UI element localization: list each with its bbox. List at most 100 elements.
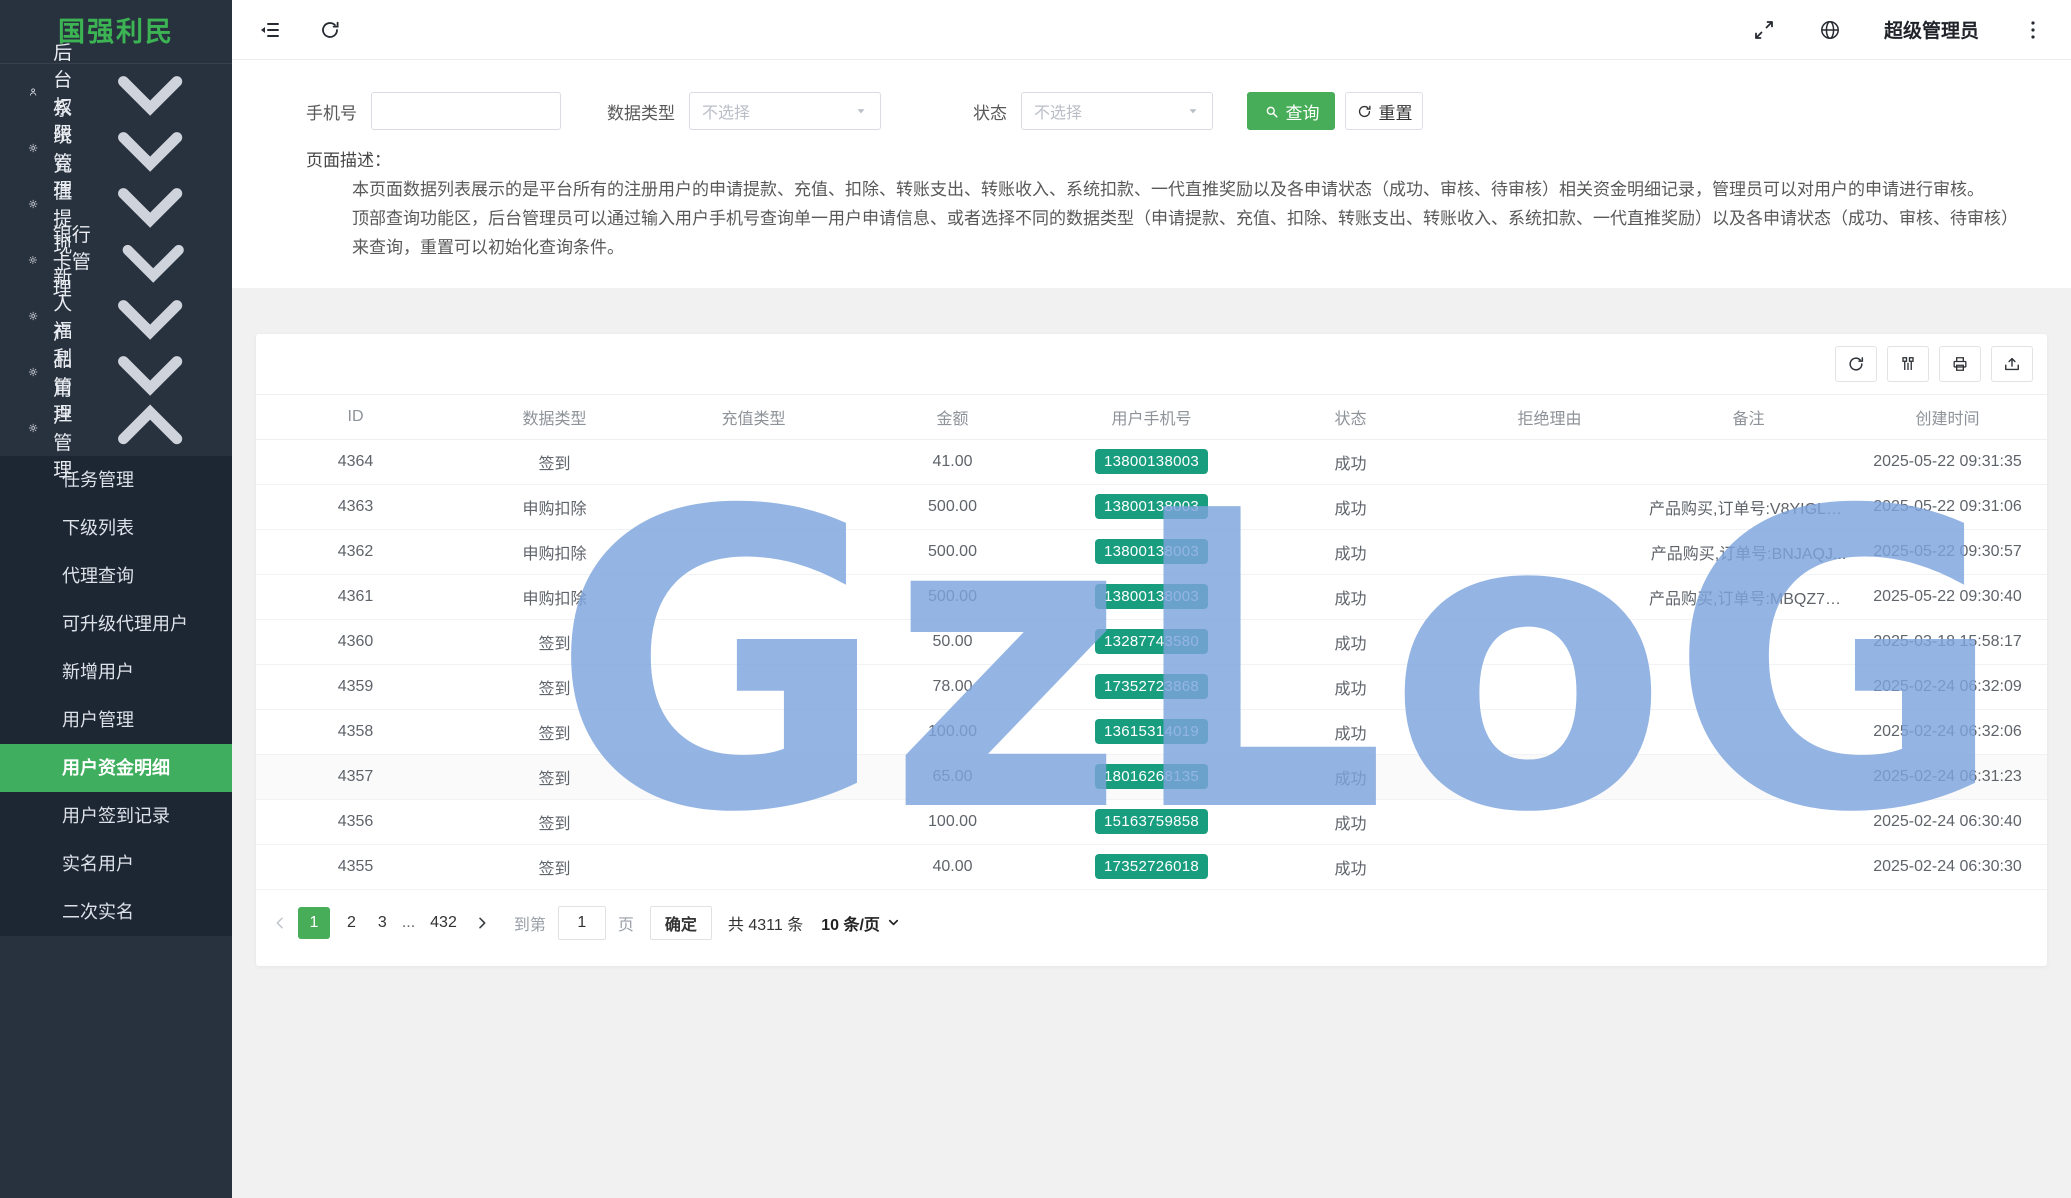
sidebar-subitem-secondary-verification[interactable]: 二次实名 — [62, 902, 134, 922]
collapse-menu-icon[interactable] — [258, 18, 282, 42]
cell-recharge-type — [654, 439, 853, 485]
cell-amount: 40.00 — [853, 844, 1052, 890]
cell-status: 成功 — [1251, 664, 1450, 710]
phone-badge: 17352723868 — [1094, 674, 1209, 699]
print-button[interactable] — [1939, 346, 1981, 382]
table-row: 4359 签到 78.00 17352723868 成功 2025-02-24 … — [256, 664, 2047, 710]
cell-reject — [1450, 484, 1649, 530]
phone-badge: 13800138003 — [1094, 449, 1209, 474]
sidebar-subitem-user-funds-detail[interactable]: 用户资金明细 — [0, 744, 232, 792]
fullscreen-icon[interactable] — [1752, 18, 1776, 42]
page-content: 手机号 数据类型 不选择 状态 不选择 查询 — [232, 60, 2071, 1198]
sidebar-subitem-new-users[interactable]: 新增用户 — [62, 662, 134, 682]
topbar: 超级管理员 — [232, 0, 2071, 60]
sidebar-item-label: 新人福利 — [53, 267, 73, 369]
sidebar-item-recharge-withdraw[interactable]: 充值提现 — [0, 155, 232, 257]
page-number-last[interactable]: 432 — [430, 913, 457, 931]
goto-confirm-button[interactable]: 确定 — [649, 905, 712, 940]
cell-recharge-type — [654, 799, 853, 845]
cell-created: 2025-03-18 15:58:17 — [1848, 619, 2047, 665]
page-size-select[interactable]: 10 条/页 — [821, 911, 901, 935]
main-area: 超级管理员 手机号 数据类型 不选择 状态 不选择 — [232, 0, 2071, 1198]
cell-id: 4360 — [256, 619, 455, 665]
phone-badge: 18016268135 — [1094, 764, 1209, 789]
description-title: 页面描述： — [306, 151, 391, 170]
cell-type: 签到 — [455, 664, 654, 710]
column-filter-button[interactable] — [1887, 346, 1929, 382]
cell-reject — [1450, 664, 1649, 710]
table-row: 4360 签到 50.00 13287743580 成功 2025-03-18 … — [256, 619, 2047, 665]
sidebar-subitem-agent-query[interactable]: 代理查询 — [62, 566, 134, 586]
gear-icon — [28, 192, 38, 216]
cell-remark — [1649, 664, 1848, 710]
sidebar-item-user-management[interactable]: 用户管理 — [0, 379, 232, 481]
cell-amount: 50.00 — [853, 619, 1052, 665]
sidebar-item-label: 产品管理 — [53, 323, 73, 425]
current-user[interactable]: 超级管理员 — [1883, 21, 1979, 42]
page-number-1[interactable]: 1 — [298, 906, 330, 939]
cell-status: 成功 — [1251, 619, 1450, 665]
cell-created: 2025-05-22 09:30:40 — [1848, 574, 2047, 620]
table-row: 4355 签到 40.00 17352726018 成功 2025-02-24 … — [256, 844, 2047, 890]
cell-id: 4356 — [256, 799, 455, 845]
phone-badge: 17352726018 — [1094, 854, 1209, 879]
sidebar-item-backend-permission[interactable]: 后台权限 — [0, 43, 232, 145]
next-page-icon[interactable] — [474, 915, 490, 931]
phone-input[interactable] — [371, 92, 561, 130]
table-row: 4357 签到 65.00 18016268135 成功 2025-02-24 … — [256, 754, 2047, 800]
search-button-label: 查询 — [1285, 103, 1320, 123]
page-unit-label: 页 — [617, 916, 634, 934]
cell-remark — [1649, 619, 1848, 665]
cell-id: 4355 — [256, 844, 455, 890]
sidebar-subitem-user-management[interactable]: 用户管理 — [62, 710, 134, 730]
status-select[interactable]: 不选择 — [1021, 92, 1213, 130]
globe-icon[interactable] — [1818, 18, 1842, 42]
goto-page-input[interactable] — [557, 905, 606, 940]
phone-badge: 13800138003 — [1094, 539, 1209, 564]
cell-type: 签到 — [455, 439, 654, 485]
chevron-down-icon — [86, 308, 214, 436]
sidebar-subitem-user-checkin-records[interactable]: 用户签到记录 — [62, 806, 170, 826]
cell-status: 成功 — [1251, 709, 1450, 755]
cell-phone: 18016268135 — [1052, 754, 1251, 800]
reset-icon — [1358, 105, 1371, 117]
page-description: 页面描述： 本页面数据列表展示的是平台所有的注册用户的申请提款、充值、扣除、转账… — [306, 146, 2031, 262]
sidebar-subitem-verified-users[interactable]: 实名用户 — [62, 854, 134, 874]
cell-amount: 78.00 — [853, 664, 1052, 710]
phone-badge: 15163759858 — [1094, 809, 1209, 834]
reset-button[interactable]: 重置 — [1345, 92, 1423, 130]
cell-id: 4358 — [256, 709, 455, 755]
filter-panel: 手机号 数据类型 不选择 状态 不选择 查询 — [232, 60, 2071, 288]
sidebar-item-system-management[interactable]: 系统管理 — [0, 99, 232, 201]
status-label: 状态 — [973, 103, 1007, 123]
page-number-3[interactable]: 3 — [377, 913, 387, 931]
col-header-id: ID — [256, 395, 455, 440]
data-table: ID 数据类型 充值类型 金额 用户手机号 状态 拒绝理由 备注 创建时间 — [256, 395, 2047, 890]
cell-status: 成功 — [1251, 799, 1450, 845]
cell-status: 成功 — [1251, 529, 1450, 575]
sidebar-subitem-task-management[interactable]: 任务管理 — [62, 470, 134, 490]
sidebar-item-bankcard-management[interactable]: 银行卡管理 — [0, 225, 232, 300]
phone-badge: 13287743580 — [1094, 629, 1209, 654]
cell-created: 2025-05-22 09:31:06 — [1848, 484, 2047, 530]
sidebar-item-newcomer-benefits[interactable]: 新人福利 — [0, 267, 232, 369]
refresh-icon[interactable] — [318, 18, 342, 42]
sidebar-subitem-subordinate-list[interactable]: 下级列表 — [62, 518, 134, 538]
sidebar-subitem-upgradable-agent-users[interactable]: 可升级代理用户 — [62, 614, 188, 634]
cell-remark — [1649, 439, 1848, 485]
sidebar: 国强利民 后台权限 系统管理 充值提现 银行卡管理 — [0, 0, 232, 1198]
table-refresh-button[interactable] — [1835, 346, 1877, 382]
user-icon — [28, 80, 38, 104]
page-number-2[interactable]: 2 — [347, 913, 356, 931]
cell-created: 2025-02-24 06:30:40 — [1848, 799, 2047, 845]
prev-page-icon[interactable] — [272, 915, 288, 931]
more-options-icon[interactable] — [2021, 18, 2045, 42]
cell-recharge-type — [654, 664, 853, 710]
data-type-select[interactable]: 不选择 — [689, 92, 881, 130]
search-button[interactable]: 查询 — [1247, 92, 1335, 130]
phone-badge: 13615314019 — [1094, 719, 1209, 744]
sidebar-item-product-management[interactable]: 产品管理 — [0, 323, 232, 425]
cell-reject — [1450, 844, 1649, 890]
export-button[interactable] — [1991, 346, 2033, 382]
cell-remark: 产品购买,订单号:BNJAQJ... — [1649, 529, 1848, 575]
